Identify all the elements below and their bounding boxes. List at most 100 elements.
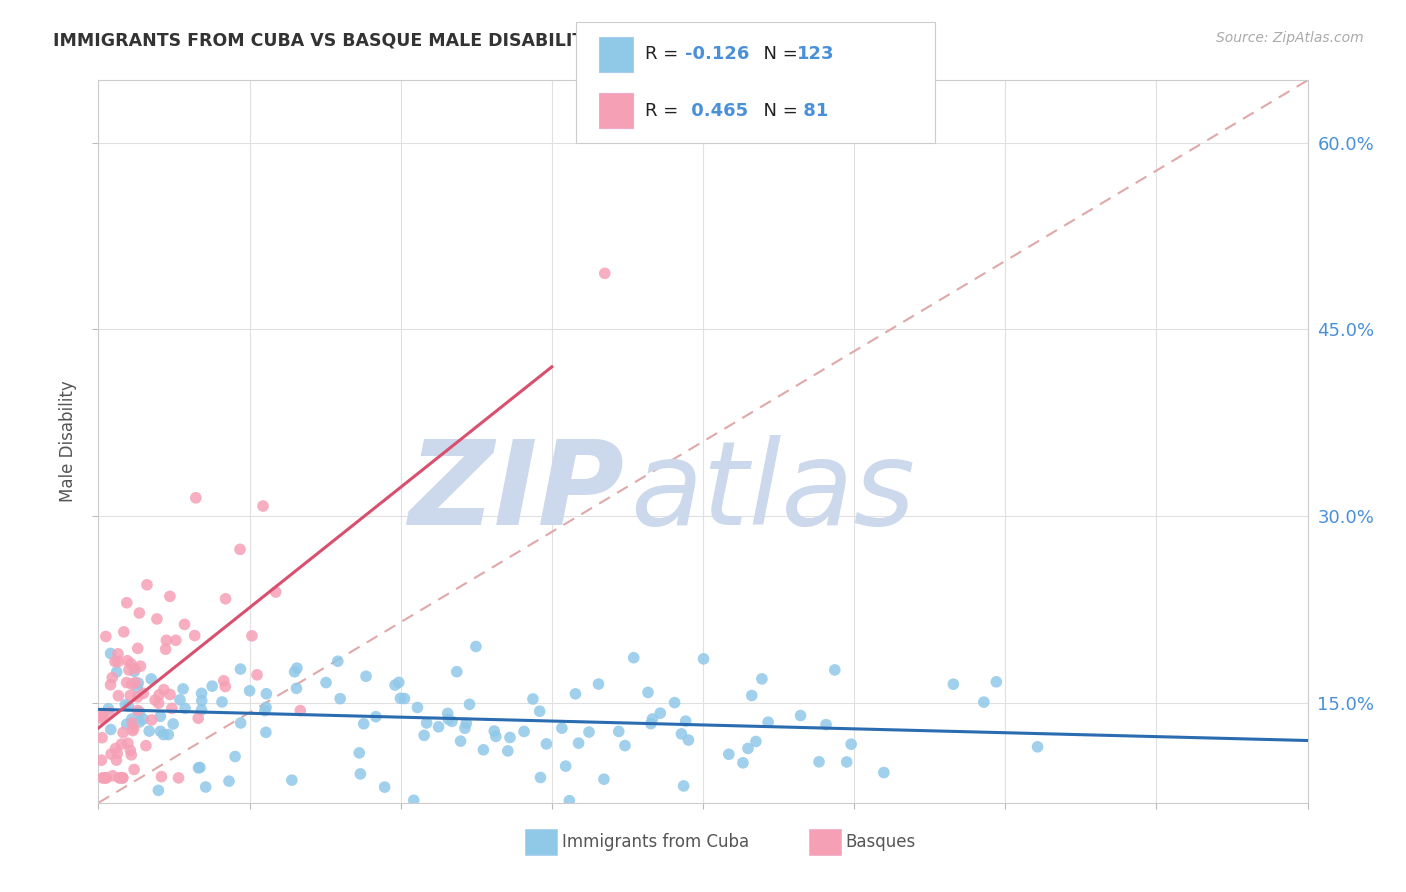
Point: [374, 780, 396, 794]
Point: [551, 721, 574, 735]
Point: [450, 734, 472, 748]
Point: [120, 657, 142, 671]
Point: [96, 771, 118, 785]
Point: [578, 725, 600, 739]
Point: [675, 714, 697, 728]
Point: [464, 640, 486, 654]
Point: [229, 662, 252, 676]
Point: [986, 674, 1008, 689]
Point: [568, 736, 591, 750]
Point: [229, 715, 252, 730]
Point: [128, 714, 150, 729]
Point: [187, 711, 209, 725]
Point: [138, 724, 160, 739]
Point: [671, 727, 693, 741]
Point: [100, 747, 122, 761]
Point: [458, 698, 481, 712]
Point: [456, 716, 478, 731]
Point: [218, 774, 240, 789]
Point: [485, 730, 508, 744]
Point: [141, 672, 163, 686]
Point: [108, 771, 131, 785]
Point: [588, 677, 610, 691]
Text: 123: 123: [797, 45, 835, 63]
Point: [155, 642, 177, 657]
Point: [148, 696, 170, 710]
Point: [159, 688, 181, 702]
Point: [107, 655, 129, 669]
Point: [174, 701, 197, 715]
Point: [91, 731, 114, 745]
Point: [290, 704, 312, 718]
Point: [93, 771, 115, 785]
Point: [111, 771, 134, 785]
FancyBboxPatch shape: [526, 829, 557, 855]
Point: [326, 654, 349, 668]
Point: [100, 678, 122, 692]
Point: [349, 746, 371, 760]
Point: [384, 678, 406, 692]
Point: [283, 665, 305, 679]
Point: [686, 809, 709, 823]
Point: [254, 687, 277, 701]
Point: [121, 723, 143, 738]
Point: [122, 763, 145, 777]
Y-axis label: Male Disability: Male Disability: [59, 381, 77, 502]
Point: [91, 709, 114, 723]
Point: [315, 675, 337, 690]
Point: [564, 687, 586, 701]
Point: [607, 724, 630, 739]
Point: [194, 780, 217, 794]
Point: [117, 736, 139, 750]
Text: IMMIGRANTS FROM CUBA VS BASQUE MALE DISABILITY CORRELATION CHART: IMMIGRANTS FROM CUBA VS BASQUE MALE DISA…: [53, 31, 813, 49]
Point: [190, 694, 212, 708]
Point: [402, 793, 425, 807]
Point: [239, 683, 262, 698]
Point: [499, 731, 522, 745]
Point: [190, 686, 212, 700]
Point: [122, 722, 145, 736]
Point: [148, 688, 170, 702]
Point: [212, 673, 235, 688]
Point: [751, 672, 773, 686]
Point: [440, 714, 463, 729]
Point: [127, 681, 149, 696]
Point: [157, 728, 180, 742]
Point: [745, 734, 768, 748]
Point: [127, 641, 149, 656]
Point: [264, 585, 287, 599]
Point: [942, 677, 965, 691]
Point: [184, 491, 207, 505]
Point: [111, 771, 134, 785]
Point: [124, 662, 146, 676]
Point: [664, 696, 686, 710]
Point: [104, 741, 127, 756]
Point: [737, 741, 759, 756]
Point: [107, 647, 129, 661]
Point: [835, 755, 858, 769]
Point: [149, 709, 172, 723]
Point: [214, 680, 236, 694]
Point: [124, 675, 146, 690]
Point: [201, 679, 224, 693]
Point: [190, 703, 212, 717]
Point: [188, 760, 211, 774]
Point: [105, 753, 128, 767]
Point: [415, 715, 437, 730]
Point: [101, 671, 124, 685]
Point: [593, 266, 616, 280]
Point: [388, 675, 411, 690]
Point: [115, 675, 138, 690]
Point: [789, 708, 811, 723]
Point: [159, 590, 181, 604]
Point: [253, 704, 276, 718]
Point: [349, 767, 371, 781]
Point: [128, 705, 150, 719]
Point: [406, 700, 429, 714]
Point: [117, 699, 139, 714]
Text: -0.126: -0.126: [685, 45, 749, 63]
Point: [389, 691, 412, 706]
Point: [593, 772, 616, 787]
Point: [678, 733, 700, 747]
Point: [558, 794, 581, 808]
